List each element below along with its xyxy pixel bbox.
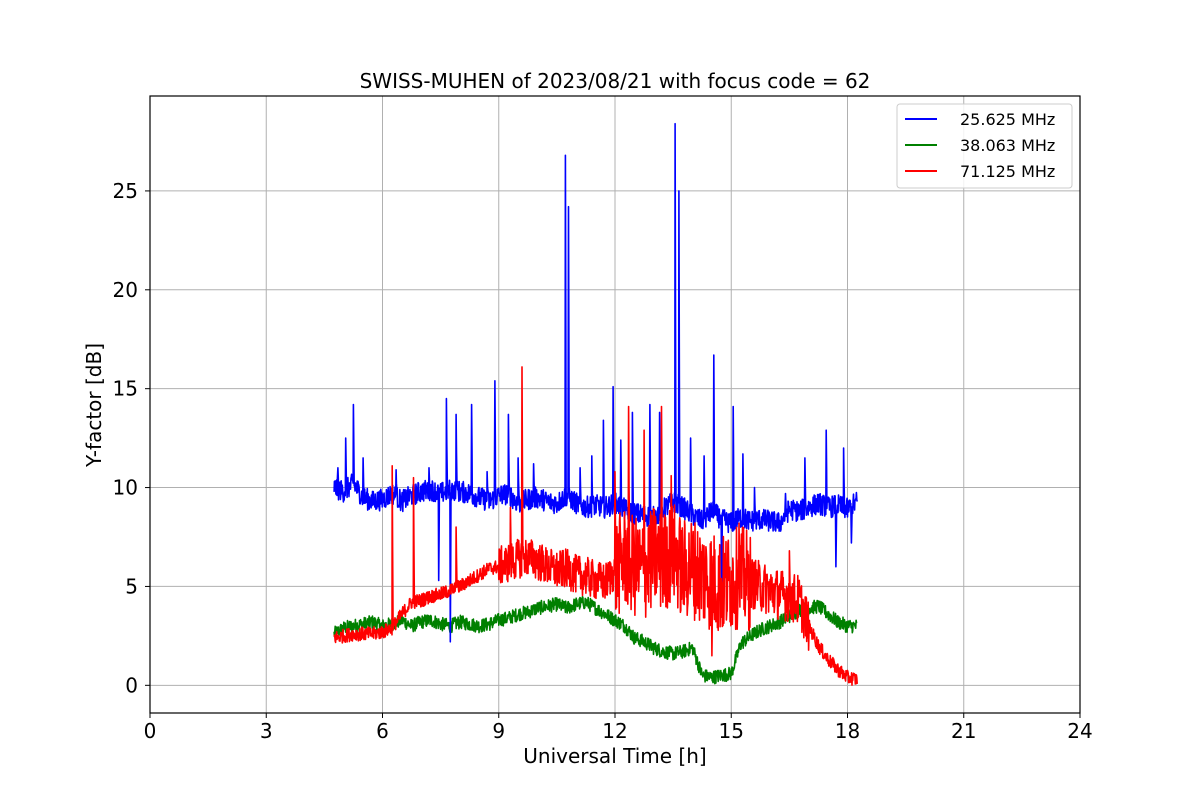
legend-label-0: 25.625 MHz (960, 110, 1055, 129)
x-tick-label: 9 (492, 719, 505, 743)
x-tick-label: 24 (1067, 719, 1092, 743)
plot-series (333, 122, 858, 686)
series-line-2 (333, 366, 858, 686)
legend-label-1: 38.063 MHz (960, 136, 1055, 155)
series-line-0 (333, 122, 858, 643)
y-tick-label: 0 (125, 673, 138, 697)
chart-title: SWISS-MUHEN of 2023/08/21 with focus cod… (360, 69, 871, 93)
x-tick-label: 0 (144, 719, 157, 743)
x-tick-label: 3 (260, 719, 273, 743)
series-line-1 (333, 595, 858, 685)
x-tick-label: 18 (835, 719, 860, 743)
legend-box (896, 103, 1073, 189)
y-tick-label: 5 (125, 574, 138, 598)
y-tick-label: 15 (113, 377, 138, 401)
y-tick-label: 20 (113, 278, 138, 302)
x-axis-label: Universal Time [h] (523, 744, 706, 768)
y-axis-ticks: 0 5 10 15 20 25 (113, 179, 150, 697)
y-tick-label: 10 (113, 476, 138, 500)
x-tick-label: 6 (376, 719, 389, 743)
legend-label-2: 71.125 MHz (960, 162, 1055, 181)
y-tick-label: 25 (113, 179, 138, 203)
x-axis-ticks: 0 3 6 9 12 15 18 21 24 (144, 713, 1093, 743)
x-tick-label: 15 (719, 719, 744, 743)
x-tick-label: 12 (602, 719, 627, 743)
x-tick-label: 21 (951, 719, 976, 743)
y-axis-label: Y-factor [dB] (82, 343, 106, 468)
legend: 25.625 MHz 38.063 MHz 71.125 MHz (896, 103, 1073, 189)
